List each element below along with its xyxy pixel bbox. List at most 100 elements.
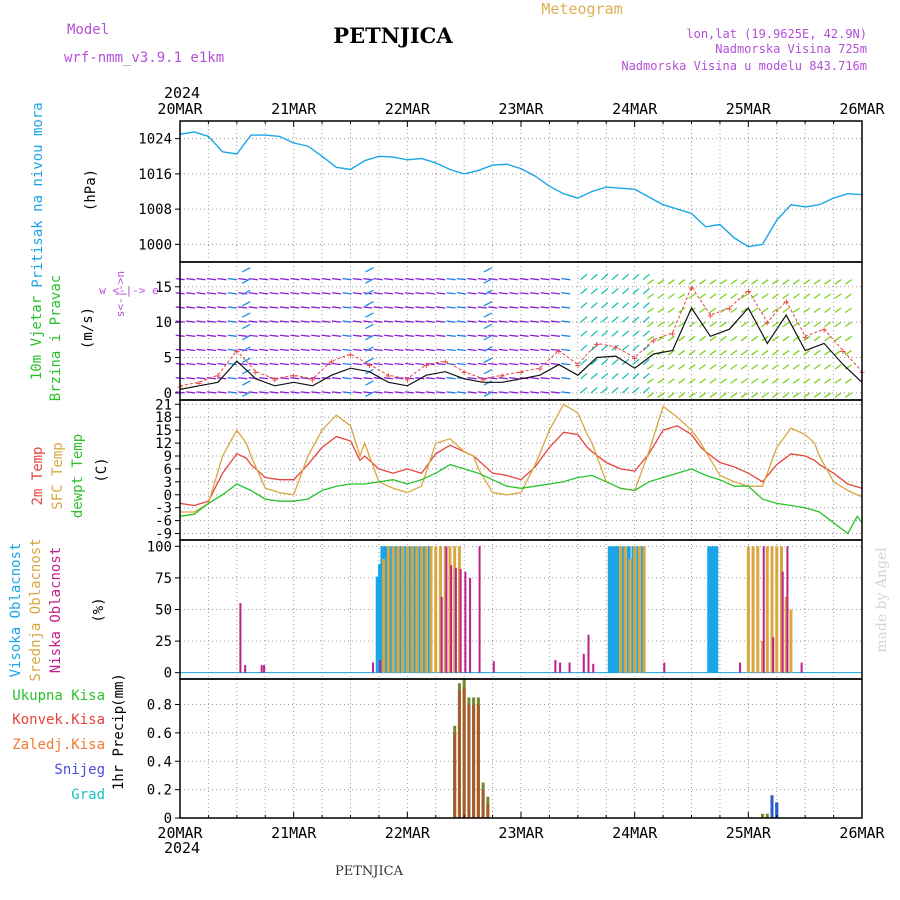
wind-arrow [688, 364, 696, 370]
cloud-label-low: Niska Oblacnost [48, 547, 64, 673]
wind-arrow [227, 377, 237, 380]
wind-arrow [394, 348, 404, 352]
wind-arrow [300, 377, 310, 380]
wind-arrow [730, 335, 738, 342]
wind-gust-marker: + [347, 350, 353, 361]
cloud-bar-mid [765, 546, 769, 673]
wind-arrow [331, 362, 342, 366]
wind-arrow [657, 307, 665, 314]
wind-arrow [803, 349, 811, 356]
legend-frz-rain: Zaledj.Kisa [12, 737, 105, 753]
wind-arrow [321, 292, 331, 295]
wind-arrow [248, 320, 258, 323]
wind-arrow [404, 320, 415, 323]
cloud-bar-low [260, 665, 263, 673]
wind-arrow [509, 320, 519, 323]
wind-arrow [803, 378, 811, 384]
wind-arrow [456, 292, 467, 295]
cloud-bar-mid [628, 558, 632, 673]
wind-arrow [719, 364, 727, 370]
wind-arrow [678, 293, 686, 299]
wind-arrow [331, 334, 342, 337]
y-tick-label: 1000 [138, 237, 172, 253]
wind-arrow [813, 293, 821, 299]
wind-arrow [394, 320, 404, 323]
wind-arrow [824, 321, 832, 328]
temp-dewpt-line [179, 463, 863, 535]
wind-arrow [425, 391, 435, 394]
wind-arrow [621, 330, 630, 337]
wind-arrow [436, 292, 446, 295]
wind-arrow [279, 306, 290, 309]
cloud-bar-mid [410, 546, 414, 673]
wind-arrow [259, 292, 269, 295]
wind-arrow [384, 306, 394, 309]
wind-arrow [590, 372, 598, 380]
wind-arrow [365, 289, 374, 296]
wind-arrow [290, 348, 300, 352]
cloud-bar-mid [424, 546, 428, 673]
wind-gust-marker: + [423, 361, 429, 372]
wind-arrow [363, 362, 373, 366]
cloud-bar-mid [775, 546, 779, 673]
wind-arrow [667, 321, 675, 328]
wind-arrow [498, 292, 508, 295]
wind-arrow [290, 292, 300, 295]
wind-arrow [483, 368, 493, 375]
wind-arrow [601, 387, 609, 394]
wind-arrow [540, 277, 550, 281]
wind-arrow [509, 391, 519, 394]
wind-arrow [394, 292, 404, 295]
cloud-bar-high [610, 546, 615, 673]
wind-gust-marker: + [272, 375, 278, 386]
wind-arrow [352, 348, 362, 352]
wind-arrow [186, 391, 196, 394]
wind-arrow [678, 279, 686, 285]
y-tick-label: -6 [155, 514, 172, 530]
wind-arrow [529, 334, 540, 337]
wind-arrow [425, 362, 435, 366]
wind-arrow [394, 306, 404, 309]
wind-arrow [342, 377, 352, 380]
wind-arrow [321, 306, 331, 309]
x-tick-label-bottom: 20MAR [157, 824, 203, 842]
wind-gust-marker: + [783, 297, 789, 308]
wind-arrow [342, 306, 352, 309]
wind-arrow [365, 323, 374, 330]
wind-arrow [699, 349, 707, 356]
wind-arrow [321, 348, 331, 352]
wind-arrow [740, 307, 748, 314]
cloud-bar-high [707, 546, 712, 673]
wind-arrow [217, 320, 227, 323]
wind-gust-marker: + [575, 361, 581, 372]
wind-arrow [394, 277, 404, 281]
wind-arrow [242, 323, 251, 330]
wind-arrow [259, 348, 269, 352]
wind-arrow [259, 391, 269, 394]
wind-arrow [632, 287, 640, 295]
wind-arrow [404, 362, 415, 366]
x-tick-label-top: 21MAR [271, 100, 317, 118]
wind-arrow [483, 312, 493, 318]
wind-arrow [834, 335, 842, 342]
wind-arrow [488, 391, 498, 394]
wind-arrow [206, 334, 217, 337]
wind-arrow [657, 364, 665, 370]
precip-panel: 0 0.2 0.4 0.6 0.8 [147, 679, 862, 827]
wind-arrow [751, 392, 759, 398]
wind-arrow [352, 391, 362, 394]
x-tick-label-bottom: 25MAR [726, 824, 772, 842]
y-tick-label: 1016 [138, 167, 172, 183]
wind-arrow [561, 292, 571, 295]
wind-gust-marker: + [310, 375, 316, 386]
wind-arrow [611, 273, 619, 281]
wind-arrow [227, 334, 237, 337]
wind-arrow [238, 391, 248, 394]
wind-arrow [436, 320, 446, 323]
y-tick-label: 0.8 [147, 698, 172, 714]
wind-arrow [813, 321, 821, 328]
wind-arrow [365, 267, 374, 273]
cloud-bar-mid [434, 546, 438, 673]
wind-arrow [529, 377, 540, 380]
wind-arrow [196, 362, 206, 366]
